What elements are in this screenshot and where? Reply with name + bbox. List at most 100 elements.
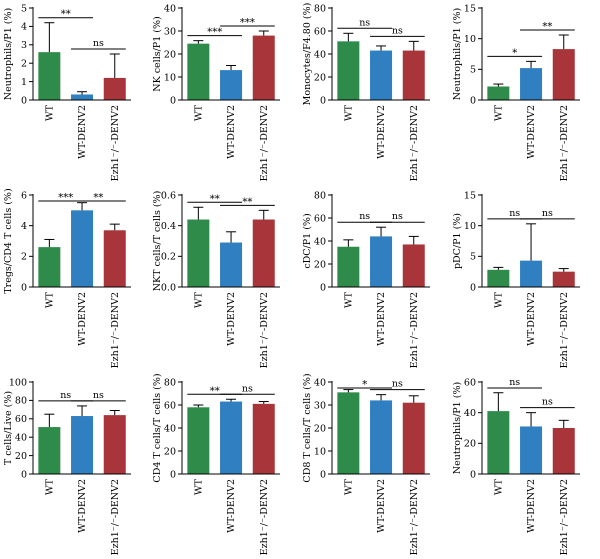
y-tick-label: 0 (21, 95, 27, 106)
y-tick-label: 10 (164, 72, 176, 83)
category-label: WT-DENV2 (77, 479, 88, 533)
significance-label: *** (207, 27, 222, 38)
bar (187, 219, 210, 287)
category-label: WT-DENV2 (526, 105, 537, 159)
y-tick-label: 60 (15, 414, 27, 425)
y-tick-label: 80 (15, 396, 27, 407)
significance-label: *** (240, 18, 255, 29)
chart-panel-9: 0 20 40 60 80 100 T cells/Live (%) WT WT-DENV2 Ez… (3, 377, 131, 555)
y-tick-label: 60 (164, 400, 176, 411)
y-tick-label: 6 (21, 190, 27, 201)
y-tick-label: 30 (314, 400, 326, 411)
y-axis-label: NK cells/P1 (%) (152, 16, 163, 91)
significance-label: ns (359, 211, 370, 222)
significance-label: ** (61, 9, 71, 20)
y-tick-label: 10 (314, 446, 326, 457)
y-tick-label: 40 (464, 408, 476, 419)
y-tick-label: 80 (314, 190, 326, 201)
y-tick-label: 20 (314, 259, 326, 270)
significance-label: ns (392, 25, 403, 36)
significance-label: ns (509, 208, 520, 219)
significance-label: ns (93, 38, 104, 49)
significance-label: ** (93, 193, 103, 204)
y-axis-label: pDC/P1 (%) (452, 213, 463, 269)
y-tick-label: 5 (470, 252, 476, 263)
y-tick-label: 4 (21, 221, 27, 232)
significance-label: ns (359, 17, 370, 28)
bar (337, 246, 360, 287)
bar (187, 407, 210, 474)
y-tick-label: 0 (320, 95, 326, 106)
category-label: WT-DENV2 (77, 105, 88, 159)
bar (370, 236, 393, 287)
y-tick-label: 20 (464, 439, 476, 450)
category-label: Ezh1⁻/⁻-DENV2 (110, 292, 121, 368)
y-tick-label: 20 (314, 72, 326, 83)
bar (552, 428, 575, 474)
bar (552, 271, 575, 287)
bar (487, 411, 510, 474)
y-axis-label: T cells/Live (%) (3, 391, 14, 465)
y-tick-label: 0.2 (161, 252, 176, 263)
y-tick-label: 40 (314, 377, 326, 388)
bar (487, 86, 510, 100)
category-label: Ezh1⁻/⁻-DENV2 (259, 292, 270, 368)
y-tick-label: 1 (21, 77, 27, 88)
significance-label: ** (210, 194, 220, 205)
y-axis-label: CD8 T cells/T cells (%) (302, 373, 313, 482)
y-tick-label: 100 (9, 377, 27, 388)
y-tick-label: 60 (464, 377, 476, 388)
significance-label: *** (58, 193, 73, 204)
chart-panel-1: 0 1 2 3 4 5 Neutrophils/P1 (%) WT WT-DENV2 Ezh1⁻/… (3, 3, 131, 181)
y-tick-label: 5 (470, 65, 476, 76)
bar (38, 52, 61, 100)
y-axis-label: cDC/P1 (%) (302, 213, 313, 268)
category-label: Ezh1⁻/⁻-DENV2 (559, 479, 570, 555)
y-tick-label: 20 (314, 423, 326, 434)
bar (220, 401, 243, 474)
bar (38, 427, 61, 474)
bar (402, 244, 425, 287)
y-tick-label: 0.4 (161, 221, 176, 232)
y-tick-label: 60 (314, 213, 326, 224)
category-label: Ezh1⁻/⁻-DENV2 (110, 105, 121, 181)
bar (220, 242, 243, 287)
bar (252, 403, 275, 474)
significance-label: ns (60, 390, 71, 401)
category-label: Ezh1⁻/⁻-DENV2 (559, 292, 570, 368)
category-label: WT (193, 291, 204, 308)
y-tick-label: 40 (164, 423, 176, 434)
bar (252, 219, 275, 287)
y-tick-label: 0 (170, 95, 176, 106)
y-tick-label: 5 (21, 3, 27, 14)
category-label: WT-DENV2 (226, 479, 237, 533)
y-tick-label: 4 (21, 22, 27, 33)
y-tick-label: 0 (170, 469, 176, 480)
y-tick-label: 0.6 (161, 190, 176, 201)
category-label: WT (193, 104, 204, 121)
y-tick-label: 10 (464, 221, 476, 232)
category-label: Ezh1⁻/⁻-DENV2 (559, 105, 570, 181)
category-label: WT-DENV2 (77, 292, 88, 346)
y-tick-label: 0 (320, 282, 326, 293)
category-label: Ezh1⁻/⁻-DENV2 (259, 479, 270, 555)
y-tick-label: 0 (470, 469, 476, 480)
significance-label: ** (210, 386, 220, 397)
y-tick-label: 0 (21, 469, 27, 480)
y-axis-label: CD4 T cells/T cells (%) (152, 373, 163, 482)
bar (220, 70, 243, 100)
bar (103, 415, 126, 474)
y-tick-label: 2 (21, 59, 27, 70)
category-label: WT (44, 291, 55, 308)
category-label: WT (493, 104, 504, 121)
category-label: WT-DENV2 (226, 292, 237, 346)
category-label: WT (493, 478, 504, 495)
category-label: WT (343, 478, 354, 495)
bar (71, 94, 94, 100)
